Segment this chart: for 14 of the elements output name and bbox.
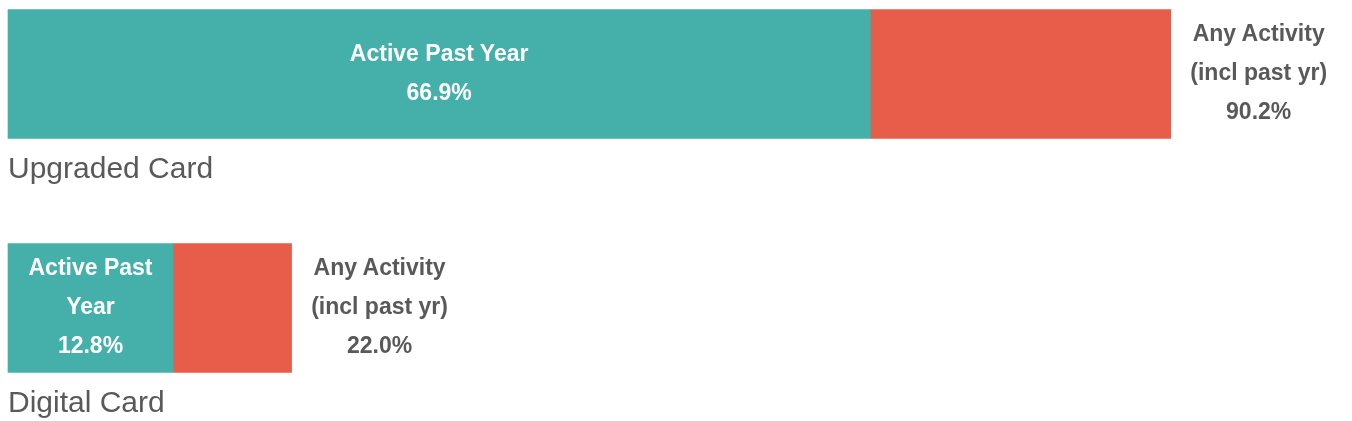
data-label: 66.9% bbox=[406, 78, 472, 105]
bar bbox=[7, 243, 174, 373]
total-label: 22.0% bbox=[346, 332, 413, 359]
series-label: Any Activity (incl past yr) bbox=[1190, 20, 1328, 86]
bar bbox=[7, 9, 871, 139]
y-tick-label: Upgraded Card bbox=[8, 150, 214, 184]
text: Active Past Year bbox=[349, 39, 529, 66]
y-tick-label: Digital Card bbox=[8, 384, 165, 418]
series-label: Active Past Year bbox=[28, 254, 153, 320]
bar bbox=[870, 9, 1171, 139]
data-label: 12.8% bbox=[57, 332, 124, 359]
bar bbox=[172, 243, 292, 373]
text: Any Activity (incl past yr) bbox=[311, 254, 448, 320]
total-label: 90.2% bbox=[1226, 98, 1292, 125]
